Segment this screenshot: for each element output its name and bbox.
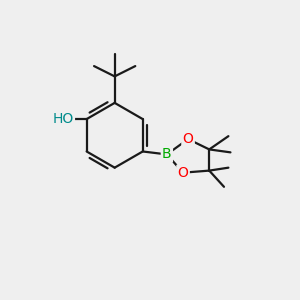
Text: B: B [162, 147, 172, 161]
Text: O: O [178, 166, 188, 180]
Text: O: O [183, 132, 194, 146]
Text: HO: HO [52, 112, 74, 126]
